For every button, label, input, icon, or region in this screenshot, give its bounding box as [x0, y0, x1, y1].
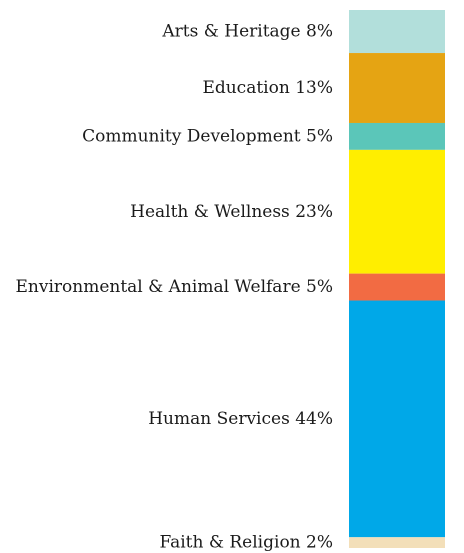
bar-segment [349, 122, 445, 150]
value-label: 44% [290, 408, 333, 428]
segment-label: Arts & Heritage 8% [161, 21, 333, 41]
value-label: 5% [301, 277, 333, 297]
category-label: Education [202, 78, 289, 98]
category-label: Environmental & Animal Welfare [15, 277, 300, 297]
category-label: Faith & Religion [159, 532, 300, 552]
bar-segment [349, 300, 445, 538]
value-label: 5% [301, 126, 333, 146]
segment-label: Community Development 5% [82, 126, 333, 146]
bar-segment [349, 149, 445, 274]
bar-segment [349, 10, 445, 54]
value-label: 2% [301, 532, 333, 552]
category-label: Community Development [82, 126, 301, 146]
category-label: Health & Wellness [130, 201, 290, 221]
value-label: 13% [290, 78, 333, 98]
segment-label: Health & Wellness 23% [130, 201, 333, 221]
bar-segment [349, 53, 445, 123]
value-label: 23% [290, 201, 333, 221]
value-label: 8% [301, 21, 333, 41]
category-label: Arts & Heritage [161, 21, 300, 41]
bar-segment [349, 537, 445, 548]
bar-segment [349, 273, 445, 301]
category-label: Human Services [148, 408, 290, 428]
segment-label: Environmental & Animal Welfare 5% [15, 277, 333, 297]
segment-label: Faith & Religion 2% [159, 532, 333, 552]
segment-label: Education 13% [202, 78, 333, 98]
segment-label: Human Services 44% [148, 408, 333, 428]
